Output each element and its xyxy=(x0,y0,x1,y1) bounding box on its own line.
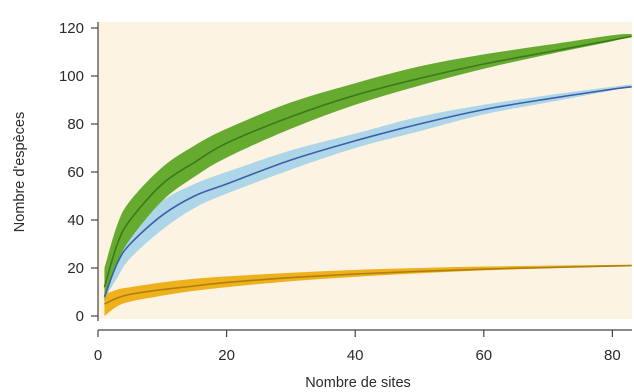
x-tick-label: 40 xyxy=(347,347,364,364)
confidence-band-mid xyxy=(104,84,632,300)
y-tick-label: 20 xyxy=(67,260,84,277)
x-tick-label: 80 xyxy=(604,347,621,364)
mean-line-low xyxy=(104,264,632,305)
y-tick-label: 40 xyxy=(67,212,84,229)
y-axis-ticks: 0 20 40 60 80 100 120 xyxy=(59,20,98,325)
y-tick-label: 60 xyxy=(67,164,84,181)
mean-lines xyxy=(103,35,632,305)
x-tick-label: 60 xyxy=(475,347,492,364)
x-axis-ticks: 0 20 40 60 80 xyxy=(94,330,621,364)
confidence-bands xyxy=(104,33,632,316)
confidence-band-low xyxy=(104,264,632,316)
x-tick-label: 0 xyxy=(94,347,102,364)
y-axis-title: Nombre d'espèces xyxy=(12,112,28,232)
y-tick-label: 80 xyxy=(67,116,84,133)
y-tick-label: 120 xyxy=(59,20,84,37)
y-tick-label: 100 xyxy=(59,68,84,85)
x-axis-title: Nombre de sites xyxy=(305,375,411,391)
confidence-band-high xyxy=(104,33,632,302)
mean-line-high xyxy=(103,35,632,288)
mean-line-mid xyxy=(103,86,632,298)
x-tick-label: 20 xyxy=(218,347,235,364)
y-tick-label: 0 xyxy=(76,308,84,325)
